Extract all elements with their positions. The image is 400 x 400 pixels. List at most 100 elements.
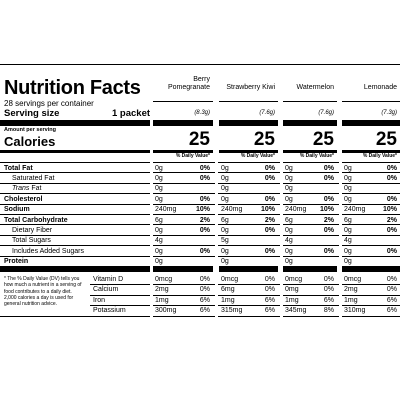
nutrient-dv: 0% <box>323 226 334 234</box>
micronutrient-dv: 6% <box>264 306 275 314</box>
nutrient-dv: 0% <box>264 164 275 172</box>
medium-rule-col-2 <box>283 150 337 153</box>
bottom-rule <box>0 316 400 318</box>
micro-rule <box>90 284 400 286</box>
micronutrient-amount: 310mg <box>344 306 366 314</box>
calories-value: 25 <box>253 129 275 150</box>
micronutrient-dv: 0% <box>323 276 334 283</box>
calories-value: 25 <box>188 129 210 150</box>
micronutrient-amount: 1mg <box>344 296 358 304</box>
nutrient-dv: 2% <box>386 216 397 224</box>
nutrient-dv: 0% <box>323 195 334 203</box>
nutrient-amount: 6g <box>285 216 293 224</box>
nutrient-dv: 2% <box>199 216 210 224</box>
nutrient-dv: 0% <box>323 174 334 182</box>
nutrient-dv: 0% <box>323 247 334 255</box>
nutrient-dv: 0% <box>386 247 397 255</box>
nutrient-amount: 0g <box>221 185 229 193</box>
nutrient-amount: 0g <box>155 247 163 255</box>
nutrient-dv: 0% <box>386 164 397 172</box>
nutrient-dv: 10% <box>382 206 397 214</box>
micronutrient-amount: 1mg <box>285 296 299 304</box>
nutrient-label: Includes Added Sugars <box>12 247 84 255</box>
servings-per-container: 28 servings per container <box>4 99 94 108</box>
nutrient-amount: 0g <box>285 226 293 234</box>
nutrient-amount: 0g <box>155 174 163 182</box>
product-header-rule <box>153 101 213 102</box>
nutrient-amount: 0g <box>221 226 229 234</box>
nutrient-amount: 0g <box>344 195 352 203</box>
medium-rule-col-0 <box>153 150 213 153</box>
nutrient-dv: 10% <box>195 206 210 214</box>
row-rule <box>0 214 400 215</box>
product-name: Strawberry Kiwi <box>226 84 275 91</box>
thick-rule-micro-col-3 <box>342 266 400 272</box>
row-rule <box>0 234 400 236</box>
nutrition-facts-label: Nutrition Facts 28 servings per container… <box>0 64 400 340</box>
medium-rule-col-1 <box>219 150 278 153</box>
daily-value-header: % Daily Value* <box>362 153 397 159</box>
nutrient-amount: 0g <box>344 226 352 234</box>
nutrient-amount: 0g <box>285 185 293 193</box>
micronutrient-label: Iron <box>93 296 106 304</box>
micronutrient-label: Potassium <box>93 306 126 314</box>
column-divider <box>150 75 153 325</box>
product-header-rule <box>219 101 278 102</box>
micronutrient-amount: 0mcg <box>221 276 239 283</box>
nutrient-dv: 10% <box>319 206 334 214</box>
thick-rule-micro-col-1 <box>219 266 278 272</box>
nutrient-amount: 0g <box>344 174 352 182</box>
column-divider <box>280 75 283 325</box>
footnote: * The % Daily Value (DV) tells you how m… <box>4 276 82 308</box>
calories-label: Calories <box>4 134 56 149</box>
nutrient-label: Cholesterol <box>4 195 43 203</box>
micronutrient-dv: 6% <box>323 296 334 304</box>
product-name: Watermelon <box>296 84 334 91</box>
micronutrient-amount: 300mg <box>155 306 177 314</box>
nutrient-amount: 4g <box>155 237 163 245</box>
nutrient-amount: 240mg <box>155 206 177 214</box>
nutrient-amount: 4g <box>344 237 352 245</box>
micronutrient-dv: 0% <box>323 286 334 294</box>
micronutrient-amount: 6mg <box>221 286 235 294</box>
row-rule <box>0 255 400 257</box>
calories-value: 25 <box>312 129 334 150</box>
nutrient-amount: 0g <box>155 185 163 193</box>
nutrient-dv: 10% <box>260 206 275 214</box>
serving-size-label: Serving size <box>4 108 60 119</box>
nutrient-amount: 0g <box>344 258 352 266</box>
nutrient-amount: 6g <box>221 216 229 224</box>
nutrient-amount: 5g <box>221 237 229 245</box>
nutrient-amount: 0g <box>155 258 163 266</box>
micronutrient-dv: 0% <box>264 286 275 294</box>
micro-rule <box>90 294 400 296</box>
nutrient-amount: 0g <box>221 195 229 203</box>
nutrient-dv: 0% <box>199 247 210 255</box>
nutrient-dv: 2% <box>264 216 275 224</box>
nutrient-amount: 0g <box>285 174 293 182</box>
micronutrient-amount: 2mg <box>155 286 169 294</box>
micronutrient-dv: 0% <box>264 276 275 283</box>
thick-rule-col-2 <box>283 120 337 126</box>
nutrient-label: Total Carbohydrate <box>4 216 68 224</box>
product-header-rule <box>342 101 400 102</box>
nutrient-amount: 0g <box>221 258 229 266</box>
thick-rule-micro-col-2 <box>283 266 337 272</box>
nutrient-dv: 0% <box>199 195 210 203</box>
daily-value-header: % Daily Value* <box>299 153 334 159</box>
nutrient-dv: 0% <box>199 226 210 234</box>
micronutrient-amount: 0mg <box>285 286 299 294</box>
micronutrient-dv: 6% <box>386 306 397 314</box>
product-weight: (8.3g) <box>194 110 210 116</box>
row-rule <box>0 224 400 226</box>
thick-rule-col-0 <box>153 120 213 126</box>
micro-rule <box>90 304 400 306</box>
nutrient-amount: 0g <box>285 247 293 255</box>
nutrient-amount: 240mg <box>285 206 307 214</box>
thick-rule-micro <box>0 266 150 272</box>
nutrient-dv: 0% <box>386 174 397 182</box>
micronutrient-amount: 345mg <box>285 306 307 314</box>
micronutrient-dv: 6% <box>199 306 210 314</box>
medium-rule <box>0 150 150 153</box>
micronutrient-dv: 6% <box>264 296 275 304</box>
